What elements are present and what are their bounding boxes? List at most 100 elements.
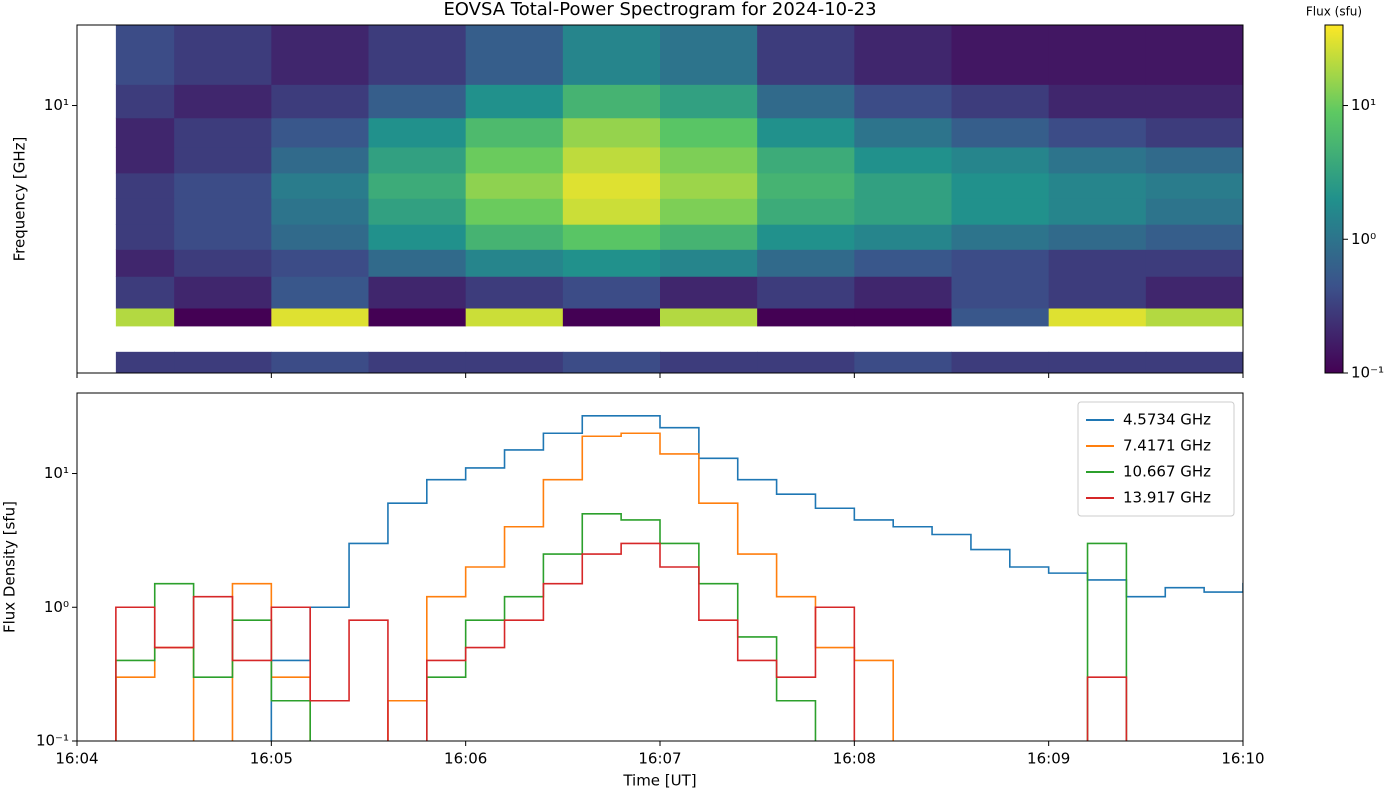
heatmap-cell bbox=[271, 25, 369, 85]
heatmap-cell bbox=[951, 198, 1050, 225]
heatmap-cell bbox=[271, 117, 369, 148]
heatmap-cell bbox=[271, 249, 369, 277]
heatmap-cell bbox=[1145, 224, 1243, 250]
heatmap-cell bbox=[368, 172, 467, 199]
heatmap-cell bbox=[660, 249, 758, 277]
x-axis-label: Time [UT] bbox=[622, 772, 696, 790]
heatmap-cell bbox=[562, 172, 661, 199]
heatmap-cell bbox=[174, 25, 272, 85]
heatmap-cell bbox=[562, 249, 661, 277]
heatmap-cell bbox=[368, 84, 467, 119]
x-tick-label: 16:06 bbox=[444, 750, 487, 768]
heatmap-cell bbox=[174, 198, 272, 225]
heatmap-cell bbox=[115, 276, 175, 309]
heatmap-cell bbox=[660, 351, 758, 373]
heatmap-cell bbox=[660, 224, 758, 250]
heatmap-cell bbox=[465, 276, 564, 309]
heatmap-cell bbox=[271, 224, 369, 250]
heatmap-cell bbox=[562, 198, 661, 225]
heatmap-cell bbox=[757, 276, 855, 309]
heatmap-cell bbox=[465, 224, 564, 250]
legend: 4.5734 GHz 7.4171 GHz 10.667 GHz 13.917 GHz bbox=[1077, 401, 1235, 517]
heatmap-cell bbox=[951, 84, 1050, 119]
legend-label: 4.5734 GHz bbox=[1123, 411, 1211, 429]
heatmap-cell bbox=[757, 146, 855, 174]
heatmap-cell bbox=[115, 84, 175, 119]
heatmap-cell bbox=[174, 224, 272, 250]
heatmap-cell bbox=[174, 146, 272, 174]
series-line bbox=[115, 512, 1128, 741]
heatmap-cell bbox=[368, 198, 467, 225]
heatmap-cell bbox=[465, 198, 564, 225]
heatmap-cell bbox=[562, 117, 661, 148]
colorbar-tick-label: 10⁻¹ bbox=[1351, 364, 1384, 382]
heatmap-cell bbox=[660, 146, 758, 174]
heatmap-cell bbox=[1145, 172, 1243, 199]
heatmap-cell bbox=[271, 351, 369, 373]
heatmap-cell bbox=[660, 25, 758, 85]
heatmap-cell bbox=[465, 117, 564, 148]
y-tick-label: 10⁻¹ bbox=[36, 732, 69, 750]
heatmap-cell bbox=[271, 276, 369, 309]
heatmap-cell bbox=[854, 198, 952, 225]
heatmap-cell bbox=[854, 25, 952, 85]
x-tick-label: 16:04 bbox=[55, 750, 98, 768]
heatmap-cell bbox=[757, 198, 855, 225]
heatmap-cell bbox=[1145, 84, 1243, 119]
heatmap-cell bbox=[757, 117, 855, 148]
colorbar-label: Flux (sfu) bbox=[1306, 5, 1362, 19]
heatmap-cell bbox=[757, 249, 855, 277]
heatmap-cell bbox=[465, 249, 564, 277]
heatmap-cell bbox=[174, 117, 272, 148]
heatmap-cell bbox=[1048, 146, 1147, 174]
y-tick-label: 10¹ bbox=[44, 96, 69, 114]
heatmap-cell bbox=[562, 351, 661, 373]
heatmap-cell bbox=[1048, 249, 1147, 277]
heatmap-cell bbox=[562, 307, 661, 327]
heatmap-cell bbox=[1048, 276, 1147, 309]
heatmap-cell bbox=[368, 249, 467, 277]
heatmap-cell bbox=[757, 25, 855, 85]
heatmap-cell bbox=[368, 117, 467, 148]
spectrogram bbox=[115, 25, 1243, 373]
heatmap-cell bbox=[1048, 198, 1147, 225]
heatmap-cell bbox=[271, 172, 369, 199]
heatmap-cell bbox=[562, 146, 661, 174]
chart-title: EOVSA Total-Power Spectrogram for 2024-1… bbox=[443, 0, 876, 20]
heatmap-cell bbox=[660, 84, 758, 119]
y-axis-label: Flux Density [sfu] bbox=[1, 501, 19, 633]
heatmap-cell bbox=[174, 84, 272, 119]
legend-label: 10.667 GHz bbox=[1123, 463, 1211, 481]
heatmap-cell bbox=[757, 172, 855, 199]
heatmap-cell bbox=[757, 307, 855, 327]
heatmap-cell bbox=[174, 351, 272, 373]
heatmap-cell bbox=[368, 146, 467, 174]
heatmap-cell bbox=[115, 249, 175, 277]
x-tick-label: 16:07 bbox=[638, 750, 681, 768]
heatmap-cell bbox=[1145, 307, 1243, 327]
heatmap-cell bbox=[951, 307, 1050, 327]
heatmap-cell bbox=[1048, 224, 1147, 250]
heatmap-cell bbox=[174, 307, 272, 327]
heatmap-cell bbox=[271, 84, 369, 119]
heatmap-cell bbox=[854, 146, 952, 174]
legend-label: 7.4171 GHz bbox=[1123, 437, 1211, 455]
heatmap-cell bbox=[1048, 307, 1147, 327]
heatmap-cell bbox=[368, 224, 467, 250]
heatmap-cell bbox=[465, 146, 564, 174]
heatmap-cell bbox=[951, 224, 1050, 250]
heatmap-cell bbox=[757, 224, 855, 250]
heatmap-cell bbox=[1048, 84, 1147, 119]
heatmap-cell bbox=[465, 172, 564, 199]
heatmap-cell bbox=[115, 351, 175, 373]
colorbar bbox=[1324, 24, 1344, 374]
heatmap-cell bbox=[271, 198, 369, 225]
y-axis-label: Frequency [GHz] bbox=[11, 137, 29, 262]
heatmap-cell bbox=[465, 307, 564, 327]
heatmap-cell bbox=[368, 276, 467, 309]
x-tick-label: 16:10 bbox=[1221, 750, 1264, 768]
heatmap-cell bbox=[660, 276, 758, 309]
heatmap-cell bbox=[368, 307, 467, 327]
heatmap-cell bbox=[660, 198, 758, 225]
heatmap-cell bbox=[115, 307, 175, 327]
